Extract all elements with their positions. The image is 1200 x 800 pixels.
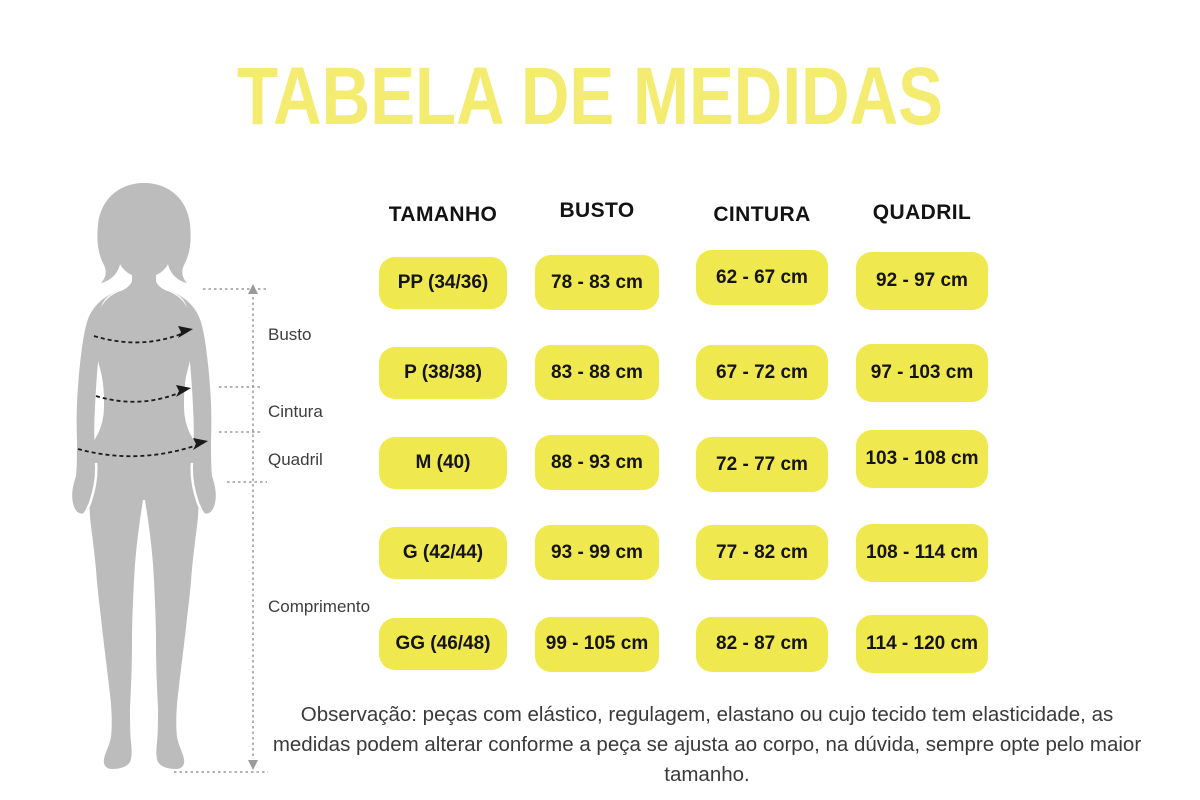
silhouette-hair xyxy=(97,183,191,283)
measurement-pill: 93 - 99 cm xyxy=(535,525,659,580)
measurement-pill: 83 - 88 cm xyxy=(535,345,659,400)
table-row: 72 - 77 cm xyxy=(676,420,848,509)
size-table: TAMANHO BUSTO CINTURA QUADRIL PP (34/36)… xyxy=(368,192,996,690)
arrow-up-icon xyxy=(248,284,258,294)
size-pill: M (40) xyxy=(379,436,507,489)
observation-note-line: tamanho. xyxy=(664,763,750,786)
table-row: 92 - 97 cm xyxy=(848,236,996,325)
hip-measure-arc xyxy=(77,442,204,458)
observation-note: Observação: peças com elástico, regulage… xyxy=(270,700,1144,790)
hip-label: Quadril xyxy=(268,450,323,469)
measurement-pill: 92 - 97 cm xyxy=(856,251,988,310)
observation-note-line: medidas podem alterar conforme a peça se… xyxy=(272,733,1142,756)
size-pill: PP (34/36) xyxy=(379,256,507,309)
measurement-pill: 82 - 87 cm xyxy=(696,616,828,672)
table-row: GG (46/48) xyxy=(368,598,518,690)
waist-measure-arc xyxy=(95,389,187,403)
table-row: 88 - 93 cm xyxy=(518,418,676,507)
table-row: P (38/38) xyxy=(368,327,518,418)
arc-arrowheads xyxy=(176,326,208,450)
table-row: 114 - 120 cm xyxy=(848,598,996,690)
column-header-busto: BUSTO xyxy=(559,199,635,222)
measurement-pill: 88 - 93 cm xyxy=(535,435,659,490)
arrow-down-icon xyxy=(248,760,258,770)
measurement-pill: 72 - 77 cm xyxy=(696,437,828,492)
silhouette-right-leg xyxy=(144,462,199,769)
measurement-arcs xyxy=(77,330,204,458)
table-row: 67 - 72 cm xyxy=(676,327,848,418)
measurement-pill: 103 - 108 cm xyxy=(856,429,988,488)
guide-lines xyxy=(174,288,268,773)
silhouette-left-arm xyxy=(72,291,118,514)
hip-arrow-icon xyxy=(193,438,208,450)
bust-label: Busto xyxy=(268,325,312,344)
silhouette-torso xyxy=(84,250,204,500)
column-header-tamanho: TAMANHO xyxy=(388,203,498,226)
table-row: 103 - 108 cm xyxy=(848,414,996,503)
silhouette-right-arm xyxy=(170,291,216,514)
table-row: 78 - 83 cm xyxy=(518,238,676,327)
size-pill: GG (46/48) xyxy=(379,618,507,670)
table-row: PP (34/36) xyxy=(368,238,518,327)
table-row: 82 - 87 cm xyxy=(676,598,848,690)
page-title: TABELA DE MEDIDAS xyxy=(236,51,944,142)
table-row: 77 - 82 cm xyxy=(676,507,848,598)
column-header-cintura: CINTURA xyxy=(713,203,811,226)
measurement-pill: 67 - 72 cm xyxy=(696,345,828,400)
measurement-pill: 78 - 83 cm xyxy=(535,255,659,310)
size-pill: P (38/38) xyxy=(379,346,507,399)
measurement-pill: 97 - 103 cm xyxy=(856,343,988,402)
bust-arrow-icon xyxy=(178,326,193,338)
body-measurement-diagram xyxy=(72,183,268,773)
measurement-pill: 114 - 120 cm xyxy=(856,615,988,673)
waist-label: Cintura xyxy=(268,402,323,421)
observation-note-line: Observação: peças com elástico, regulage… xyxy=(300,703,1114,726)
table-row: 62 - 67 cm xyxy=(676,233,848,322)
table-row: 97 - 103 cm xyxy=(848,327,996,418)
table-row: M (40) xyxy=(368,418,518,507)
bust-measure-arc xyxy=(93,330,189,344)
waist-arrow-icon xyxy=(176,385,191,397)
measurement-pill: 108 - 114 cm xyxy=(856,523,988,582)
length-label: Comprimento xyxy=(268,597,371,616)
table-row: 99 - 105 cm xyxy=(518,598,676,690)
measurement-pill: 77 - 82 cm xyxy=(696,525,828,580)
silhouette-left-leg xyxy=(89,462,144,769)
size-pill: G (42/44) xyxy=(379,526,507,579)
column-header-quadril: QUADRIL xyxy=(872,201,972,224)
hand-hip-separators xyxy=(81,462,207,517)
table-row: 108 - 114 cm xyxy=(848,507,996,598)
table-row: 93 - 99 cm xyxy=(518,507,676,598)
table-row: G (42/44) xyxy=(368,507,518,598)
female-silhouette-illustration xyxy=(72,183,216,769)
guide-arrows xyxy=(248,284,258,770)
table-row: 83 - 88 cm xyxy=(518,327,676,418)
measurement-pill: 99 - 105 cm xyxy=(535,616,659,672)
measurement-pill: 62 - 67 cm xyxy=(696,250,828,305)
